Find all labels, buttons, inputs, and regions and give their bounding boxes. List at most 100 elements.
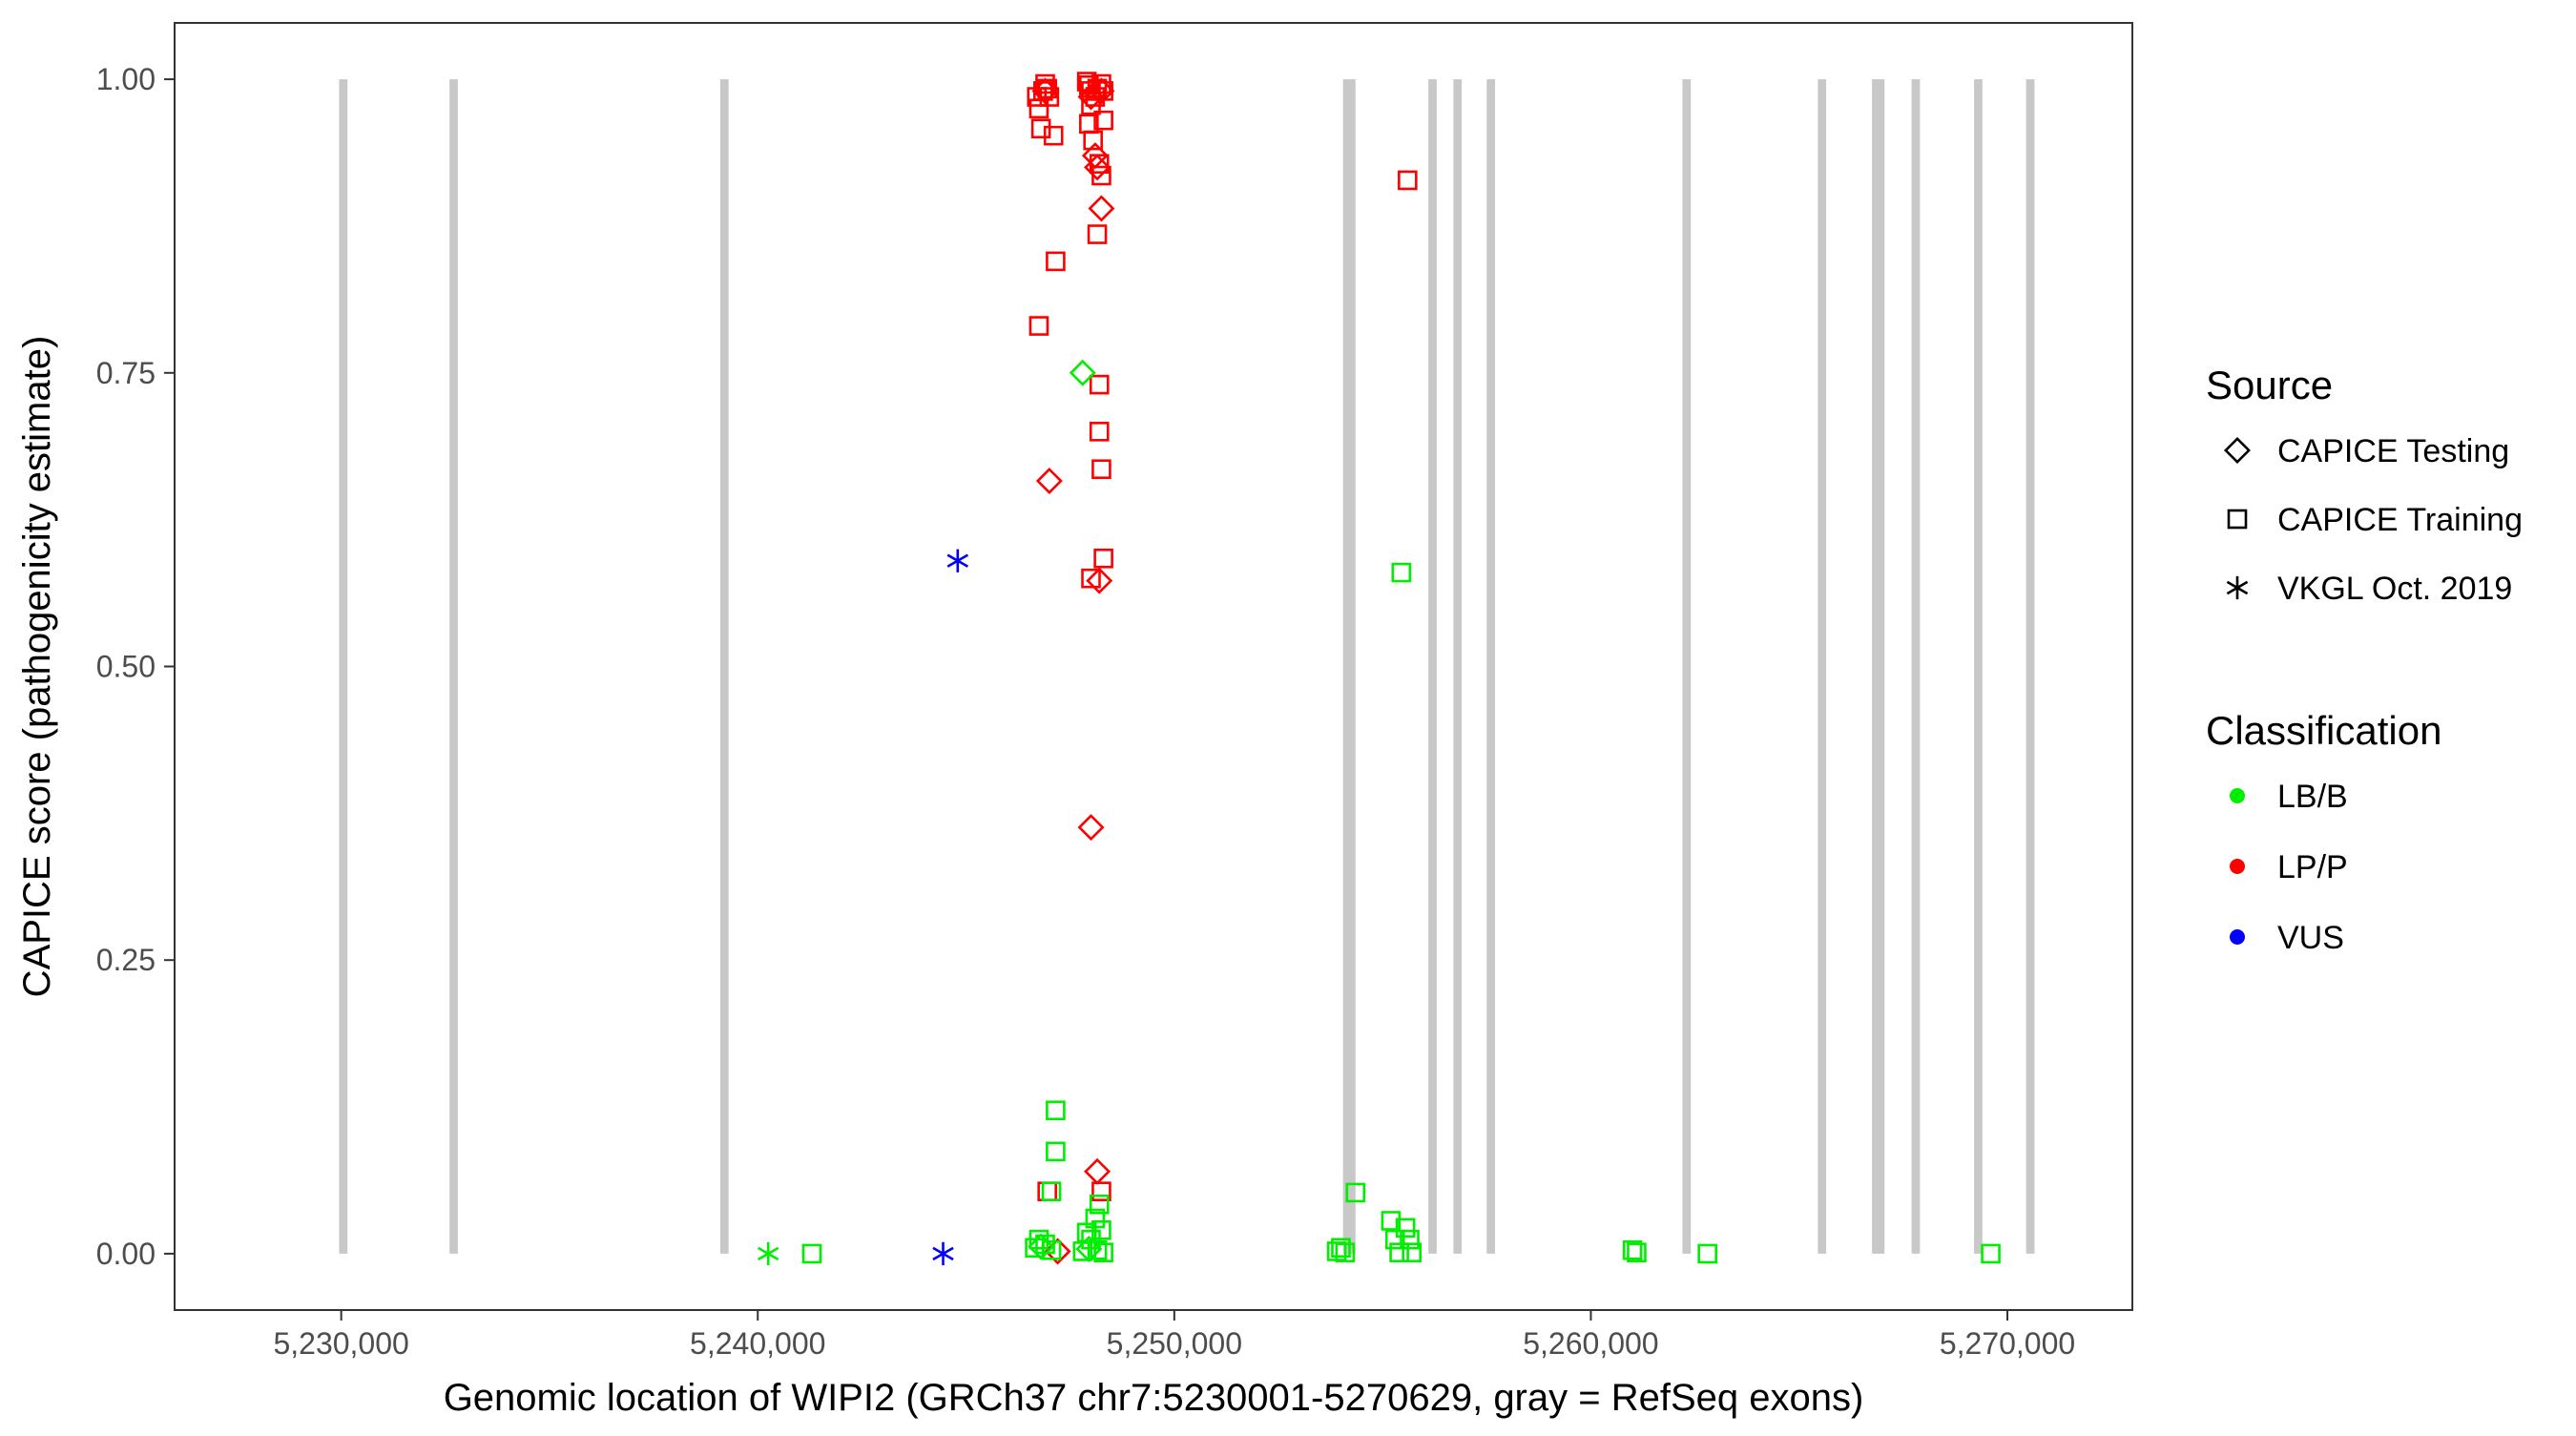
data-point [1084,154,1111,181]
data-point [1091,73,1111,94]
y-tick-label: 0.75 [96,356,156,390]
plot-panel-border [174,22,2133,1311]
exon-band [1342,79,1356,1254]
data-point [1400,1229,1420,1250]
data-point [1035,1234,1055,1255]
data-point [1398,170,1418,191]
data-point [1081,94,1101,115]
data-point [1087,1239,1108,1260]
data-point [1089,422,1110,442]
data-point [1627,1242,1647,1262]
legend-item-label: CAPICE Training [2277,502,2523,538]
data-point [1331,1238,1351,1259]
data-point [1028,316,1049,336]
axes: 5,230,000 5,240,000 5,250,000 5,260,000 5,27… [96,62,2075,1361]
data-point [1384,1229,1405,1250]
legend-item-label: VUS [2277,920,2344,956]
data-point [1622,1239,1643,1260]
legend-item-label: CAPICE Testing [2277,433,2509,469]
exon-band [1428,79,1437,1254]
data-point [1083,130,1103,151]
exon-band [719,79,729,1254]
x-axis-label: Genomic location of WIPI2 (GRCh37 chr7:5… [444,1377,1864,1419]
data-point [1035,468,1063,495]
data-point [1093,1242,1113,1262]
legend-key-square [2227,509,2248,530]
data-point [1081,81,1101,101]
data-point [1089,1194,1110,1215]
data-point [1046,251,1066,272]
data-point [1077,83,1105,111]
exon-band [1818,79,1827,1254]
legend-title-classification: Classification [2206,708,2441,753]
data-point [1081,568,1101,589]
data-point [1345,1182,1366,1203]
data-point [1088,77,1115,105]
x-tick-label: 5,260,000 [1523,1326,1658,1361]
data-point [1041,1181,1062,1201]
data-points [757,72,2001,1266]
x-tick-label: 5,250,000 [1107,1326,1242,1361]
data-point [1031,77,1059,105]
exon-band [1872,79,1885,1254]
legend-key-dot [2230,859,2245,874]
exon-bands [339,79,2035,1254]
exon-band [1453,79,1463,1254]
legend-item-label: VKGL Oct. 2019 [2277,571,2512,607]
data-point [1043,125,1064,146]
data-point [1088,195,1115,222]
data-point [1035,73,1055,94]
data-point [1086,567,1113,594]
data-point [1395,1217,1416,1238]
data-point [1030,118,1051,139]
legend-key-dot [2230,929,2245,945]
data-point [1044,1238,1071,1265]
exon-band [449,79,458,1254]
exon-band [339,79,348,1254]
y-tick-label: 0.00 [96,1237,156,1271]
data-point [1335,1242,1356,1262]
y-tick-label: 0.25 [96,943,156,977]
data-point [946,549,969,572]
data-point [1085,1208,1106,1229]
data-point [1084,1157,1111,1185]
data-point [1081,142,1109,170]
exon-band [2025,79,2035,1254]
x-tick-label: 5,230,000 [273,1326,408,1361]
y-tick-label: 1.00 [96,62,156,96]
data-point [1087,224,1108,244]
exon-band [1911,79,1921,1254]
data-point [1046,1100,1066,1121]
legend-key-diamond [2224,437,2251,464]
legend-key-dot [2230,788,2245,803]
data-point [1028,1229,1049,1250]
legend-key-asterisk [2226,575,2249,600]
data-point [1093,548,1113,569]
data-point [1391,562,1412,583]
data-point [1093,110,1113,131]
legend-item-label: LP/P [2277,849,2348,885]
exon-band [1682,79,1692,1254]
data-point [1381,1211,1402,1231]
x-tick-label: 5,270,000 [1940,1326,2075,1361]
data-point [1091,459,1111,480]
exon-band [1486,79,1496,1254]
data-point [1402,1242,1422,1262]
x-tick-label: 5,240,000 [690,1326,825,1361]
data-point [757,1241,779,1266]
y-tick-label: 0.50 [96,650,156,684]
exon-band [1974,79,1983,1254]
data-point [1697,1243,1717,1264]
legend: Source CAPICE Testing CAPICE Training VKGL … [2206,363,2523,956]
y-axis-label: CAPICE score (pathogenicity estimate) [16,336,58,998]
data-point [1089,374,1110,395]
data-point [1069,359,1096,386]
data-point [1037,1181,1057,1201]
data-point [1981,1243,2001,1264]
data-point [801,1243,822,1264]
data-point [1389,1242,1409,1262]
data-point [1046,1141,1066,1162]
data-point [1041,1239,1062,1260]
